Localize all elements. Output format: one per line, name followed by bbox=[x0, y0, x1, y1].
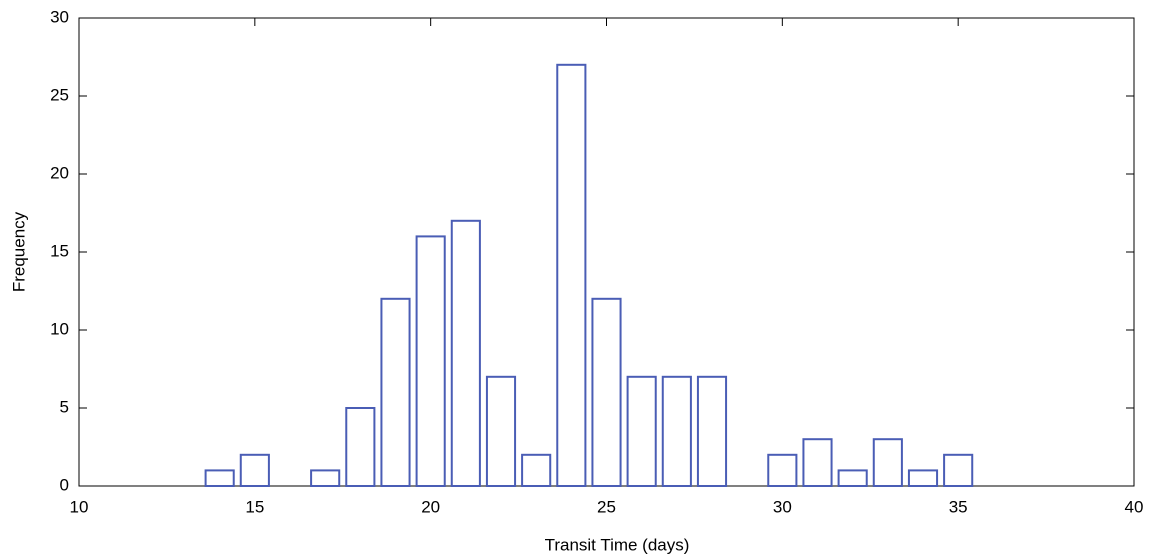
bar bbox=[415, 235, 446, 487]
y-tick-label: 0 bbox=[60, 475, 69, 494]
bar bbox=[696, 375, 728, 487]
bar bbox=[239, 453, 270, 487]
y-tick-label: 30 bbox=[50, 7, 69, 26]
x-tick-label: 30 bbox=[773, 497, 792, 516]
bar bbox=[661, 375, 692, 487]
bar bbox=[872, 438, 903, 488]
bar bbox=[802, 438, 833, 488]
y-tick-label: 25 bbox=[50, 85, 69, 104]
bar bbox=[380, 297, 411, 487]
bar bbox=[943, 453, 974, 487]
bar bbox=[626, 375, 657, 487]
bar bbox=[310, 469, 341, 487]
bar bbox=[450, 219, 481, 488]
x-axis-label: Transit Time (days) bbox=[545, 535, 690, 554]
y-tick-label: 20 bbox=[50, 163, 69, 182]
bar bbox=[767, 453, 798, 487]
bar bbox=[345, 407, 376, 487]
x-tick-label: 15 bbox=[245, 497, 264, 516]
bar bbox=[556, 63, 587, 488]
y-axis-label: Frequency bbox=[9, 211, 28, 292]
x-tick-label: 25 bbox=[597, 497, 616, 516]
bar bbox=[485, 375, 517, 487]
bar bbox=[907, 469, 939, 487]
x-tick-label: 20 bbox=[421, 497, 440, 516]
bar bbox=[521, 453, 552, 487]
y-tick-label: 5 bbox=[60, 397, 69, 416]
bar bbox=[204, 469, 235, 487]
y-tick-label: 15 bbox=[50, 241, 69, 260]
bar bbox=[837, 469, 868, 487]
y-tick-label: 10 bbox=[50, 319, 69, 338]
x-tick-label: 10 bbox=[70, 497, 89, 516]
x-tick-label: 35 bbox=[949, 497, 968, 516]
bar bbox=[591, 297, 622, 487]
x-tick-label: 40 bbox=[1125, 497, 1144, 516]
